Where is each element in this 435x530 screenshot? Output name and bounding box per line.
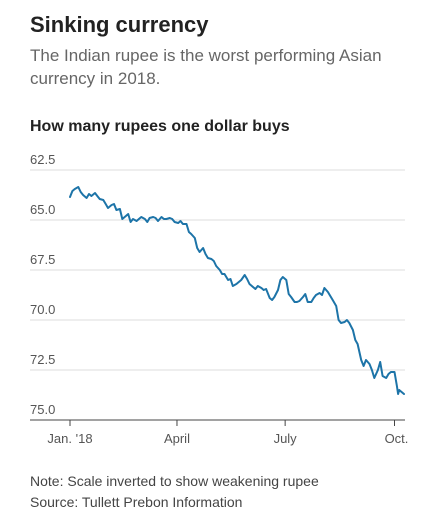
x-axis xyxy=(30,419,405,426)
chart-source: Source: Tullett Prebon Information xyxy=(30,494,243,510)
y-tick-label: 65.0 xyxy=(30,202,55,217)
y-tick-label: 70.0 xyxy=(30,302,55,317)
gridlines xyxy=(30,169,405,371)
y-axis-labels: 62.5 65.0 67.5 70.0 72.5 75.0 xyxy=(30,152,55,417)
subtitle: The Indian rupee is the worst performing… xyxy=(30,46,382,88)
x-tick-label: July xyxy=(274,431,298,446)
series-layer xyxy=(69,186,405,395)
y-tick-label: 72.5 xyxy=(30,352,55,367)
x-tick-label: Oct. xyxy=(385,431,409,446)
y-tick-label: 67.5 xyxy=(30,252,55,267)
line-chart: 62.5 65.0 67.5 70.0 72.5 75.0 Jan. '18 April Ju… xyxy=(30,152,408,446)
headline: Sinking currency xyxy=(30,12,209,37)
chart-note: Note: Scale inverted to show weakening r… xyxy=(30,473,319,489)
x-tick-label: April xyxy=(164,431,190,446)
x-tick-label: Jan. '18 xyxy=(47,431,92,446)
y-tick-label: 62.5 xyxy=(30,152,55,167)
y-tick-label: 75.0 xyxy=(30,402,55,417)
series-line xyxy=(69,186,405,395)
x-axis-labels: Jan. '18 April July Oct. xyxy=(47,431,408,446)
chart-title: How many rupees one dollar buys xyxy=(30,118,290,135)
